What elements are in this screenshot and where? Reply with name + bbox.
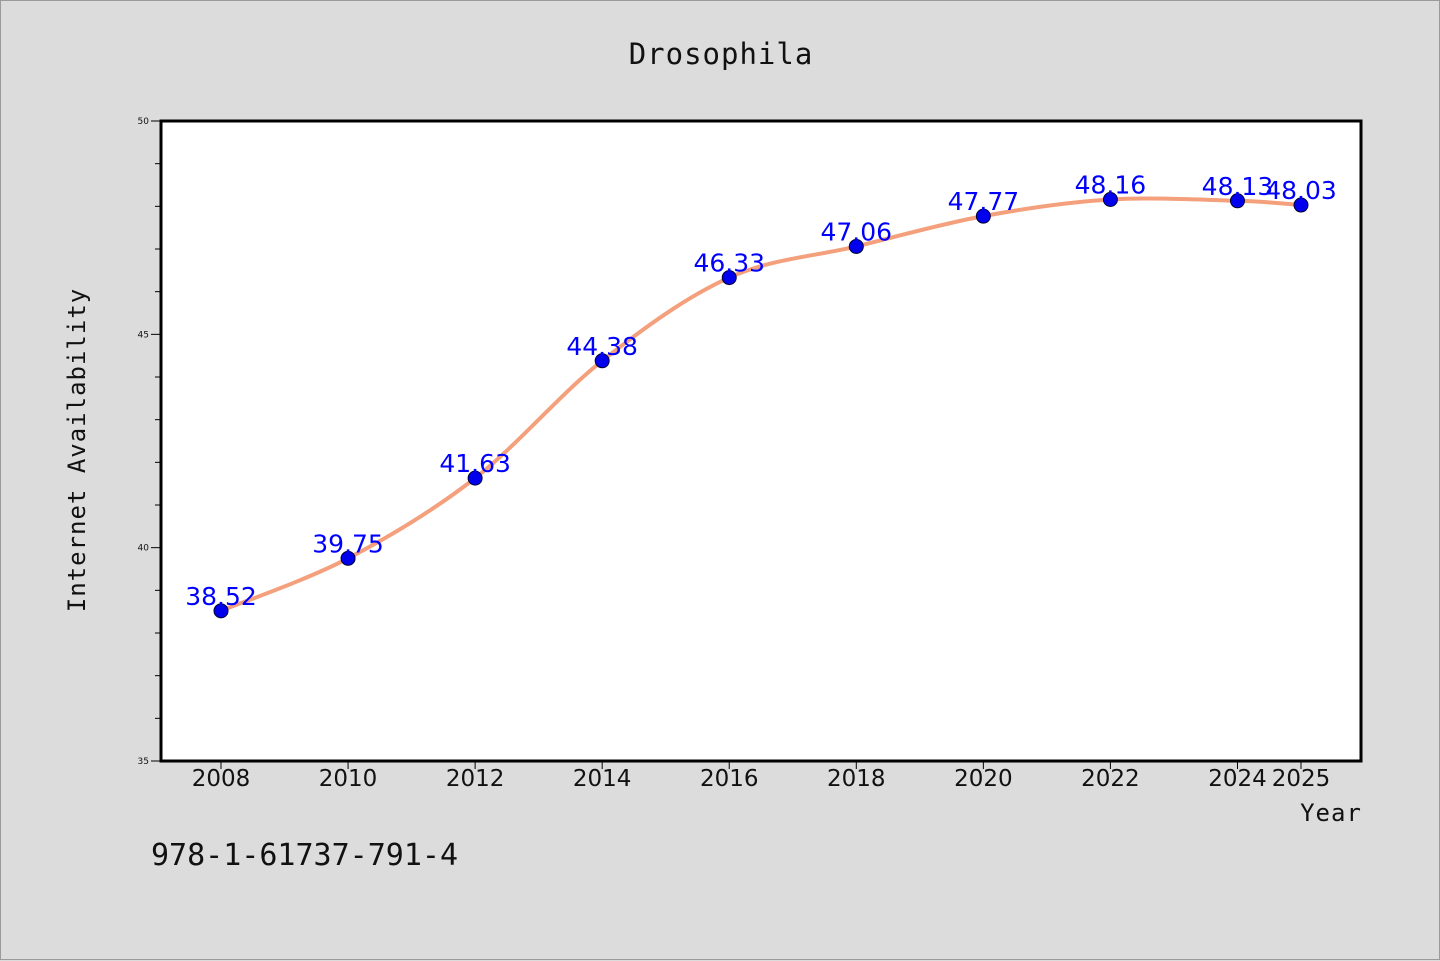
- y-tick-label: 40: [138, 544, 150, 554]
- data-point: [1102, 192, 1118, 208]
- x-tick-label: 2020: [954, 766, 1013, 792]
- series-layer: [213, 192, 1309, 619]
- data-point: [975, 208, 991, 224]
- data-label: 44.38: [566, 332, 638, 361]
- data-label: 41.63: [439, 449, 511, 478]
- x-axis: 2008 2010 2012 2014 2016 2018 2020 2022 2024 2025: [192, 761, 1331, 792]
- plot-area: [159, 119, 1363, 763]
- data-label: 38.52: [185, 582, 257, 611]
- y-tick-label: 45: [138, 330, 149, 340]
- data-label: 46.33: [693, 249, 765, 278]
- x-tick-label: 2008: [192, 766, 251, 792]
- x-tick-label: 2010: [319, 766, 378, 792]
- chart-title: Drosophila: [629, 37, 814, 71]
- series-line: [219, 196, 1303, 613]
- data-label-layer: 38.52 39.75 41.63 44.38 46.33 47.06 47.77 48.16…: [185, 171, 1337, 611]
- x-axis-label: Year: [1300, 799, 1362, 827]
- data-label: 39.75: [312, 529, 384, 558]
- x-tick-label: 2016: [700, 766, 759, 792]
- y-tick-label: 35: [138, 757, 149, 767]
- data-label: 48.13: [1202, 172, 1274, 201]
- data-point: [1229, 193, 1245, 209]
- data-label: 47.77: [948, 187, 1020, 216]
- y-axis-label: Internet Availability: [63, 288, 91, 612]
- data-point: [213, 603, 229, 619]
- data-point: [594, 353, 610, 369]
- x-tick-label: 2022: [1081, 766, 1140, 792]
- isbn-text: 978-1-61737-791-4: [151, 838, 458, 873]
- y-tick-label: 50: [138, 117, 150, 127]
- x-tick-label: 2014: [573, 766, 632, 792]
- data-point: [848, 238, 864, 254]
- x-tick-label: 2025: [1272, 766, 1331, 792]
- data-label: 47.06: [821, 217, 893, 246]
- data-label: 48.16: [1075, 171, 1147, 200]
- y-axis: 35 40 45 50: [138, 117, 161, 767]
- data-point: [721, 270, 737, 286]
- data-point: [1293, 197, 1309, 213]
- x-tick-label: 2024: [1208, 766, 1267, 792]
- x-tick-label: 2012: [446, 766, 505, 792]
- data-label: 48.03: [1265, 176, 1337, 205]
- data-point: [340, 550, 356, 566]
- x-tick-label: 2018: [827, 766, 886, 792]
- data-point: [467, 470, 483, 486]
